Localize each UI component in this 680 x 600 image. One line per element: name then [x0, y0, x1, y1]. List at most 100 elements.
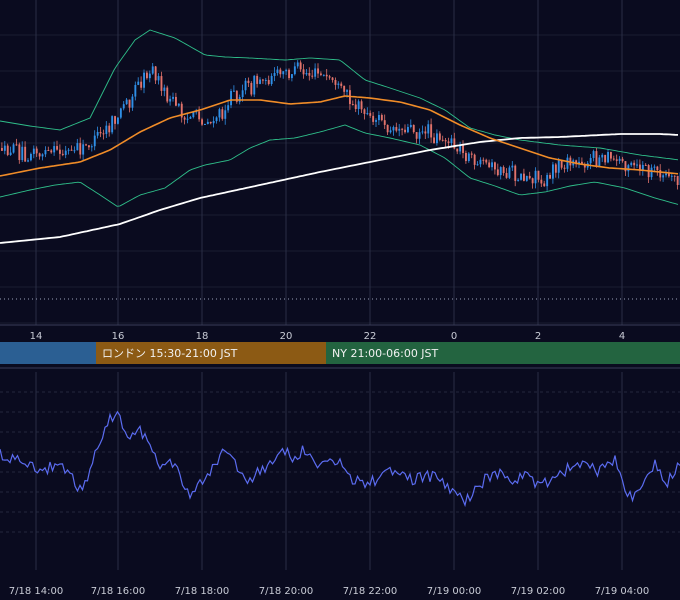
candle: [125, 97, 128, 105]
candle: [137, 77, 140, 86]
candle: [598, 154, 601, 167]
candle: [592, 149, 595, 162]
candle: [291, 74, 293, 82]
candle: [88, 145, 90, 150]
candle: [650, 164, 653, 180]
candle: [293, 62, 296, 76]
candle: [198, 106, 201, 122]
candle: [331, 76, 334, 83]
candle: [601, 153, 604, 162]
candle: [73, 146, 76, 154]
candle: [273, 67, 276, 82]
candle: [59, 144, 61, 160]
session-block: [96, 342, 326, 364]
candle: [21, 141, 24, 163]
candle: [615, 154, 618, 166]
candle: [32, 145, 35, 159]
candle: [308, 67, 311, 81]
candle: [607, 149, 609, 164]
candle: [424, 126, 427, 140]
candle: [531, 177, 534, 189]
candle: [117, 117, 119, 125]
candle: [502, 165, 505, 176]
candle: [177, 103, 180, 108]
x-tick-label: 22: [364, 331, 377, 342]
candle: [30, 152, 32, 162]
candle: [41, 153, 44, 161]
candle: [102, 129, 105, 140]
candle: [64, 145, 67, 159]
candle: [566, 154, 569, 172]
candle: [378, 111, 380, 126]
candle: [151, 63, 154, 75]
candle: [325, 69, 328, 81]
candle: [525, 175, 528, 182]
osc-x-tick-label: 7/19 00:00: [427, 586, 481, 597]
candle: [409, 119, 412, 129]
candle: [44, 146, 47, 158]
candle: [436, 129, 438, 146]
candle: [317, 63, 319, 79]
candle: [430, 118, 433, 143]
candle: [676, 175, 679, 190]
candle: [517, 178, 520, 182]
candle: [146, 70, 148, 80]
candle: [427, 120, 430, 139]
candle: [82, 139, 85, 161]
candle: [209, 121, 212, 125]
candle: [253, 74, 256, 98]
bollinger-upper: [0, 29, 679, 161]
candle: [38, 152, 41, 160]
candle: [314, 63, 317, 80]
candle: [537, 170, 540, 183]
candle: [438, 131, 441, 142]
candle: [386, 124, 389, 135]
grid-layer: [0, 0, 680, 570]
candle: [201, 117, 203, 126]
candle: [366, 107, 369, 116]
candle: [233, 85, 235, 92]
candle: [383, 114, 386, 129]
candle: [305, 69, 308, 76]
x-tick-label: 18: [196, 331, 209, 342]
moving-average-long: [0, 133, 679, 244]
candle: [552, 161, 554, 184]
candle: [641, 161, 644, 176]
candle: [392, 125, 395, 136]
osc-x-tick-label: 7/18 22:00: [343, 586, 397, 597]
x-tick-label: 20: [280, 331, 293, 342]
candle: [563, 164, 566, 173]
candle: [610, 151, 612, 162]
candle: [621, 156, 624, 163]
candle: [128, 99, 131, 113]
candles: [1, 60, 680, 191]
candle: [90, 144, 93, 152]
candle: [354, 98, 357, 113]
candle: [482, 157, 485, 165]
candle: [612, 155, 615, 161]
candle: [647, 164, 650, 184]
candle: [56, 140, 58, 151]
candle: [349, 85, 351, 110]
candle: [9, 146, 12, 156]
session-block: [326, 342, 680, 364]
candle: [523, 168, 525, 182]
candle: [520, 173, 522, 181]
candle: [264, 77, 267, 85]
osc-x-tick-label: 7/18 14:00: [9, 586, 63, 597]
candle: [421, 125, 424, 135]
candle: [99, 127, 102, 138]
candle: [505, 168, 508, 179]
moving-average-short: [0, 95, 679, 177]
candle: [375, 118, 377, 128]
candle: [328, 74, 331, 80]
candle: [85, 143, 87, 147]
candle: [479, 157, 482, 168]
candle: [665, 169, 667, 178]
candle: [172, 92, 174, 102]
oscillator-panel: [0, 410, 680, 508]
candle: [157, 73, 160, 85]
x-tick-label: 16: [112, 331, 125, 342]
candle: [154, 66, 157, 85]
